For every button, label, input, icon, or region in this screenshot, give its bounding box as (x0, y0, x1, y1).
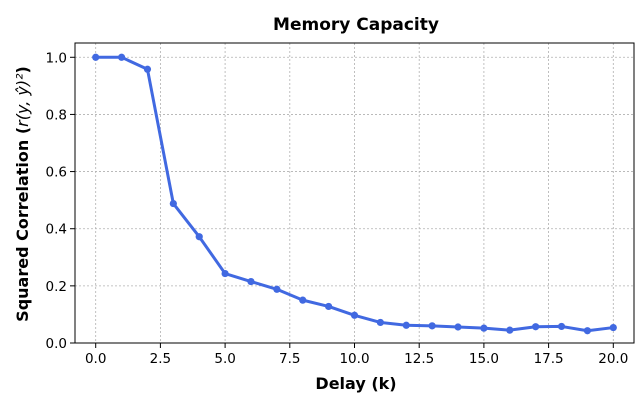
series-layer (92, 53, 617, 335)
data-point (454, 323, 462, 331)
x-axis-title: Delay (k) (315, 374, 396, 393)
data-point (480, 324, 488, 332)
x-axis-ticks: 0.0 2.5 5.0 7.5 10.0 12.5 15.0 17.5 20.0 (85, 343, 628, 367)
data-point (273, 285, 281, 293)
y-axis-title-math: r(y, ŷ)² (13, 73, 32, 127)
y-axis-title: Squared Correlation (r(y, ŷ)²) (13, 66, 32, 322)
series-line (94, 55, 615, 333)
data-point (117, 53, 126, 61)
grid (75, 43, 634, 344)
x-tick-label: 20.0 (598, 351, 628, 367)
y-axis-title-suffix: ) (13, 66, 32, 73)
y-tick-label: 0.0 (46, 336, 67, 352)
data-point (299, 296, 307, 304)
data-point (609, 323, 617, 332)
y-tick-label: 0.8 (46, 107, 67, 123)
y-tick-label: 0.2 (46, 279, 67, 295)
x-tick-label: 7.5 (279, 351, 300, 367)
x-tick-label: 15.0 (469, 351, 499, 367)
data-point (532, 323, 540, 331)
data-point (325, 302, 333, 311)
data-point (350, 311, 359, 319)
data-point (143, 65, 152, 73)
y-axis-ticks: 0.0 0.2 0.4 0.6 0.8 1.0 (46, 50, 75, 352)
y-tick-label: 0.4 (46, 222, 67, 238)
data-point (169, 199, 177, 208)
x-tick-label: 5.0 (214, 351, 235, 367)
x-tick-label: 0.0 (85, 351, 106, 367)
data-point (402, 321, 410, 329)
data-point (376, 318, 384, 327)
data-point (557, 322, 566, 331)
x-tick-label: 10.0 (339, 351, 369, 367)
data-point (428, 322, 436, 330)
data-point (221, 269, 229, 278)
chart-title: Memory Capacity (273, 15, 439, 35)
data-point (195, 233, 203, 241)
data-point (583, 327, 592, 335)
x-tick-label: 17.5 (534, 351, 564, 367)
x-tick-label: 12.5 (404, 351, 434, 367)
y-tick-label: 1.0 (46, 50, 67, 66)
data-point (92, 53, 100, 61)
y-tick-label: 0.6 (46, 165, 67, 181)
x-tick-label: 2.5 (150, 351, 171, 367)
data-point (247, 277, 255, 286)
data-point (506, 326, 514, 334)
y-axis-title-prefix: Squared Correlation ( (13, 127, 32, 322)
